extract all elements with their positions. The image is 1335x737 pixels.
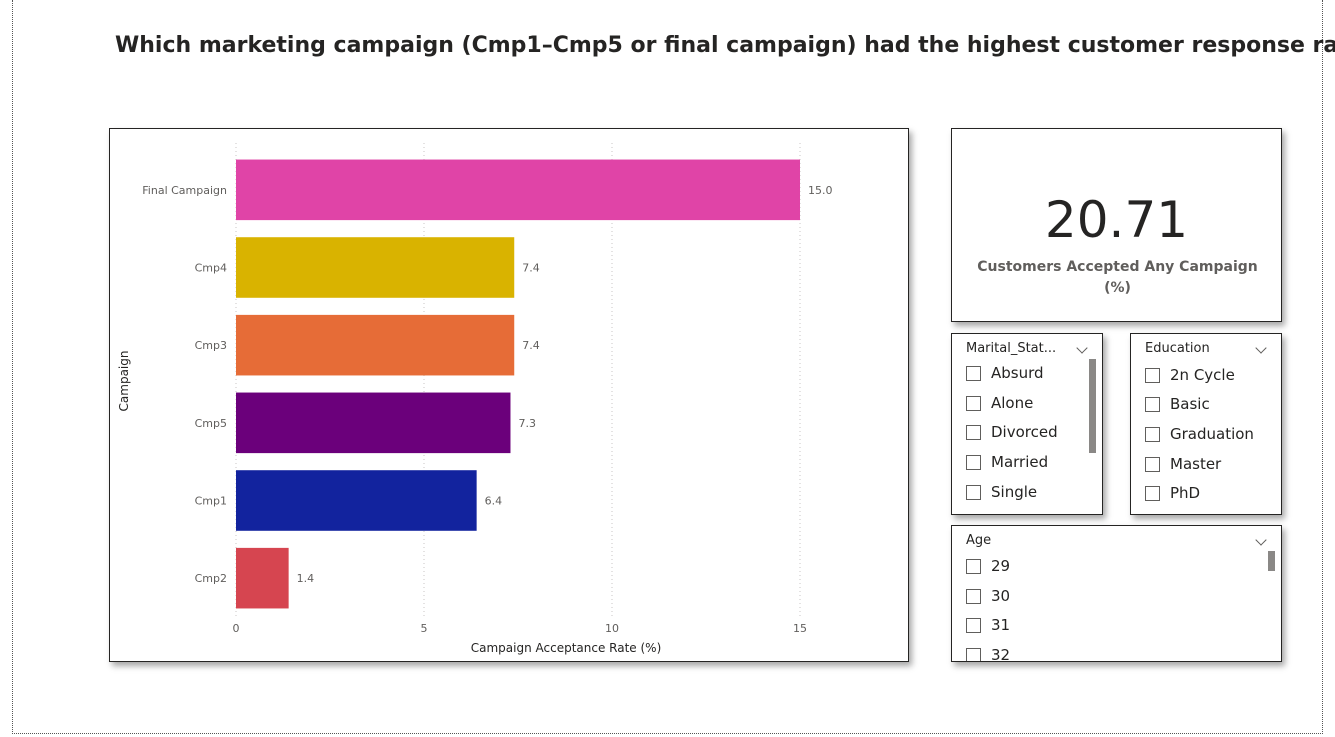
bar-chart-svg: 15.0 7.4 7.4 7.3 6.4 1.4 0 5 10 15 Final Campaign… — [117, 143, 833, 655]
data-label: 15.0 — [808, 184, 833, 197]
data-label: 6.4 — [485, 495, 503, 508]
data-label: 1.4 — [297, 572, 315, 585]
kpi-card-label: Customers Accepted Any Campaign (%) — [977, 259, 1258, 296]
checkbox-icon[interactable] — [1145, 456, 1160, 472]
slicer-item-2n-cycle[interactable]: 2n Cycle — [1145, 364, 1235, 386]
slicer-item-label: 30 — [991, 587, 1011, 605]
slicer-item-age-30[interactable]: 30 — [966, 585, 1010, 607]
checkbox-icon[interactable] — [966, 617, 981, 633]
age-slicer[interactable]: Age 29 30 31 32 — [951, 525, 1282, 662]
slicer-item-alone[interactable]: Alone — [966, 392, 1033, 414]
y-category-label: Cmp1 — [195, 495, 227, 508]
checkbox-icon[interactable] — [1145, 396, 1160, 412]
bar[interactable] — [236, 470, 477, 531]
slicer-item-single[interactable]: Single — [966, 481, 1037, 503]
x-axis-title: Campaign Acceptance Rate (%) — [471, 641, 662, 655]
slicer-item-label: Basic — [1170, 395, 1210, 413]
page-title: Which marketing campaign (Cmp1–Cmp5 or f… — [115, 33, 1335, 58]
slicer-item-label: Divorced — [991, 423, 1058, 441]
checkbox-icon[interactable] — [966, 424, 981, 440]
checkbox-icon[interactable] — [966, 454, 981, 470]
bar[interactable] — [236, 159, 800, 221]
slicer-item-label: 32 — [991, 646, 1011, 662]
slicer-item-label: Master — [1170, 455, 1222, 473]
slicer-scrollbar[interactable] — [1268, 551, 1275, 571]
checkbox-icon[interactable] — [966, 647, 981, 661]
slicer-item-label: 31 — [991, 616, 1011, 634]
slicer-item-phd[interactable]: PhD — [1145, 482, 1200, 504]
slicer-item-label: 29 — [991, 557, 1011, 575]
checkbox-icon[interactable] — [966, 365, 981, 381]
kpi-card[interactable]: 20.71 Customers Accepted Any Campaign (%… — [951, 128, 1282, 322]
chevron-down-icon[interactable] — [1255, 534, 1267, 546]
y-category-label: Final Campaign — [142, 184, 227, 197]
slicer-item-label: Alone — [991, 394, 1034, 412]
x-tick-label: 0 — [233, 622, 240, 635]
slicer-header-age: Age — [966, 533, 992, 548]
data-label: 7.4 — [522, 339, 540, 352]
slicer-item-divorced[interactable]: Divorced — [966, 421, 1058, 443]
education-slicer[interactable]: Education 2n Cycle Basic Graduation Mast… — [1130, 333, 1282, 515]
data-label: 7.3 — [518, 417, 536, 430]
marital-status-slicer[interactable]: Marital_Stat... Absurd Alone Divorced Ma… — [951, 333, 1103, 515]
slicer-item-graduation[interactable]: Graduation — [1145, 423, 1254, 445]
report-canvas-border — [12, 0, 1323, 734]
slicer-item-label: Absurd — [991, 364, 1044, 382]
slicer-scrollbar[interactable] — [1089, 359, 1096, 453]
data-label: 7.4 — [522, 262, 540, 275]
x-tick-label: 5 — [421, 622, 428, 635]
slicer-item-label: Married — [991, 453, 1049, 471]
slicer-item-label: PhD — [1170, 484, 1201, 502]
chevron-down-icon[interactable] — [1076, 342, 1088, 354]
bar[interactable] — [236, 392, 511, 454]
x-tick-label: 10 — [605, 622, 619, 635]
chevron-down-icon[interactable] — [1255, 342, 1267, 354]
slicer-item-absurd[interactable]: Absurd — [966, 362, 1044, 384]
checkbox-icon[interactable] — [966, 558, 981, 574]
bar[interactable] — [236, 547, 289, 609]
slicer-item-master[interactable]: Master — [1145, 453, 1221, 475]
slicer-item-label: 2n Cycle — [1170, 366, 1235, 384]
checkbox-icon[interactable] — [1145, 426, 1160, 442]
y-category-label: Cmp3 — [195, 339, 227, 352]
slicer-header-marital-status: Marital_Stat... — [966, 341, 1057, 356]
slicer-item-label: Single — [991, 483, 1038, 501]
x-tick-label: 15 — [793, 622, 807, 635]
y-category-label: Cmp5 — [195, 417, 227, 430]
checkbox-icon[interactable] — [966, 484, 981, 500]
slicer-item-age-32[interactable]: 32 — [966, 644, 1011, 662]
slicer-item-age-29[interactable]: 29 — [966, 555, 1010, 577]
slicer-item-label: Graduation — [1170, 425, 1254, 443]
campaign-bar-chart[interactable]: 15.0 7.4 7.4 7.3 6.4 1.4 0 5 10 15 Final Campaign… — [109, 128, 909, 662]
slicer-item-age-31[interactable]: 31 — [966, 614, 1010, 636]
checkbox-icon[interactable] — [966, 395, 981, 411]
bar[interactable] — [236, 314, 515, 376]
bar[interactable] — [236, 237, 515, 298]
y-category-label: Cmp4 — [195, 262, 227, 275]
checkbox-icon[interactable] — [1145, 485, 1160, 501]
kpi-card-value: 20.71 — [1044, 191, 1189, 249]
y-category-label: Cmp2 — [195, 572, 227, 585]
checkbox-icon[interactable] — [1145, 367, 1160, 383]
slicer-item-basic[interactable]: Basic — [1145, 393, 1210, 415]
checkbox-icon[interactable] — [966, 588, 981, 604]
slicer-item-married[interactable]: Married — [966, 451, 1048, 473]
slicer-header-education: Education — [1145, 341, 1210, 356]
y-axis-title: Campaign — [117, 351, 131, 412]
